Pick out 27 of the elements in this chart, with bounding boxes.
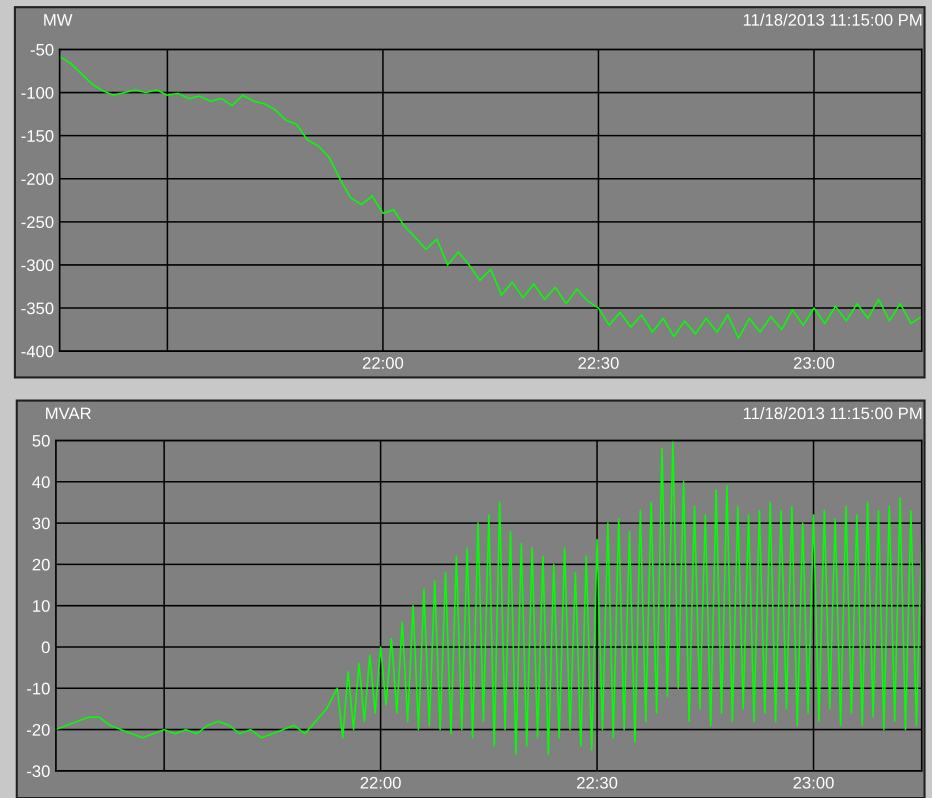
chart-title: MW xyxy=(44,14,72,26)
text: 11/18/2013 11:15:00 PM xyxy=(744,406,922,420)
x-tick-label: 22:30 xyxy=(577,776,618,789)
y-tick-label: -150 xyxy=(21,130,54,142)
x-tick-label: 23:00 xyxy=(794,357,834,369)
y-tick-label: -20 xyxy=(27,724,50,736)
y-tick-label: -30 xyxy=(27,765,50,778)
x-tick-label: 22:00 xyxy=(360,776,401,789)
y-tick-label: 10 xyxy=(33,600,50,612)
x-tick-label: 22:30 xyxy=(578,357,619,369)
y-tick-label: -100 xyxy=(21,86,54,99)
y-tick-label: 40 xyxy=(32,476,50,488)
y-tick-label: -250 xyxy=(21,216,54,228)
chart-title: MVAR xyxy=(46,408,91,420)
y-tick-label: -350 xyxy=(21,302,54,314)
y-tick-label: -200 xyxy=(21,173,54,185)
y-tick-label: -10 xyxy=(27,682,50,694)
x-tick-label: 23:00 xyxy=(794,776,834,789)
y-tick-label: 30 xyxy=(32,517,50,530)
y-tick-label: 0 xyxy=(42,641,50,654)
y-tick-label: -50 xyxy=(30,44,54,56)
y-tick-label: -300 xyxy=(21,259,54,272)
y-tick-label: 50 xyxy=(32,434,50,447)
y-tick-label: -400 xyxy=(21,346,54,358)
y-tick-label: 20 xyxy=(32,558,50,571)
x-tick-label: 22:00 xyxy=(362,357,404,369)
text: 11/18/2013 11:15:00 PM xyxy=(744,14,922,26)
